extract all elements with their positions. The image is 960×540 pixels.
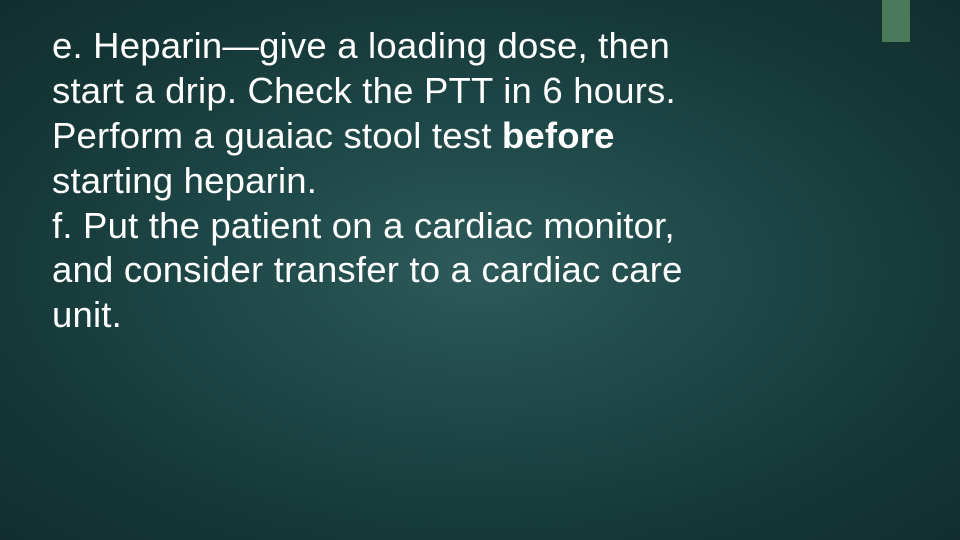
corner-accent (882, 0, 910, 42)
text-line: e. Heparin—give a loading dose, then (52, 24, 872, 69)
slide: e. Heparin—give a loading dose, then sta… (0, 0, 960, 540)
text-line: unit. (52, 293, 872, 338)
text-span-bold: before (502, 115, 615, 156)
text-line: Perform a guaiac stool test before (52, 114, 872, 159)
text-line: starting heparin. (52, 159, 872, 204)
text-line: f. Put the patient on a cardiac monitor, (52, 204, 872, 249)
text-span: Perform a guaiac stool test (52, 115, 502, 156)
text-line: and consider transfer to a cardiac care (52, 248, 872, 293)
slide-text-block: e. Heparin—give a loading dose, then sta… (52, 24, 872, 338)
text-line: start a drip. Check the PTT in 6 hours. (52, 69, 872, 114)
